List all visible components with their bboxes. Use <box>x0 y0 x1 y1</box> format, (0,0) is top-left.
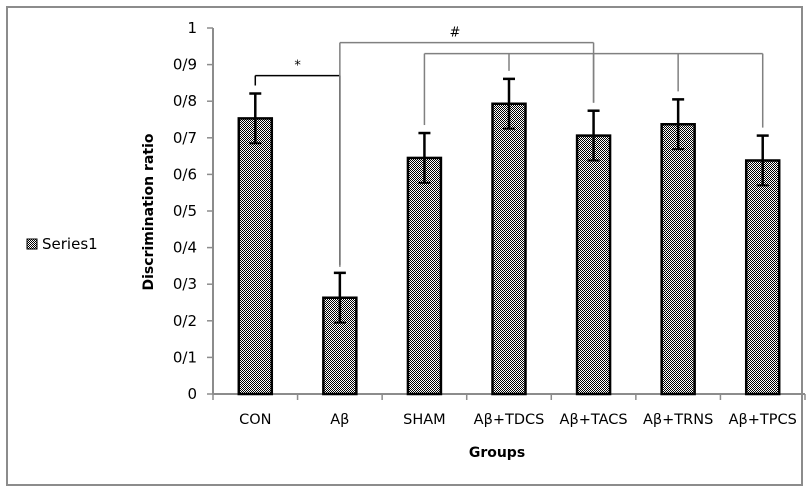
y-tick-label: 0/1 <box>173 348 197 366</box>
legend-label: Series1 <box>42 235 98 253</box>
bar <box>237 117 274 396</box>
bar <box>575 134 612 396</box>
bar <box>744 159 781 396</box>
y-tick-label: 0/4 <box>173 239 197 257</box>
x-tick-label: SHAM <box>403 412 446 428</box>
x-axis: CON Aβ SHAM Aβ+TDCS Aβ+TACS Aβ+TRNS Aβ+TPCS <box>212 393 806 428</box>
y-tick-label: 0 <box>187 385 197 403</box>
bars <box>237 102 781 396</box>
error-bars <box>249 77 769 324</box>
x-tick-label: Aβ+TACS <box>560 412 628 428</box>
bar <box>406 156 443 396</box>
x-tick-label: Aβ+TRNS <box>643 412 713 428</box>
y-axis-title: Discrimination ratio <box>141 133 157 290</box>
y-tick-label: 0/6 <box>173 165 197 183</box>
y-tick-label: 0/2 <box>173 312 197 330</box>
y-tick-label: 0/9 <box>173 56 197 74</box>
legend-swatch <box>26 238 38 250</box>
x-tick-label: Aβ <box>330 412 349 428</box>
y-tick-label: 1 <box>187 19 197 37</box>
y-tick-label: 0/3 <box>173 275 197 293</box>
significance-label: * <box>294 59 301 74</box>
y-axis: 0 0/1 0/2 0/3 0/4 0/5 0/6 0/7 0/8 0/9 1 <box>173 19 214 403</box>
bar <box>491 102 527 396</box>
x-tick-label: Aβ+TDCS <box>474 412 545 428</box>
y-tick-label: 0/8 <box>173 92 197 110</box>
significance-annotations: *# <box>254 26 764 267</box>
significance-label: # <box>450 26 461 41</box>
x-tick-label: CON <box>239 412 271 428</box>
x-axis-title: Groups <box>469 445 525 461</box>
y-tick-label: 0/7 <box>173 129 197 147</box>
y-tick-label: 0/5 <box>173 202 197 220</box>
x-tick-label: Aβ+TPCS <box>729 412 797 428</box>
legend: Series1 <box>26 235 98 253</box>
bar <box>660 123 696 396</box>
